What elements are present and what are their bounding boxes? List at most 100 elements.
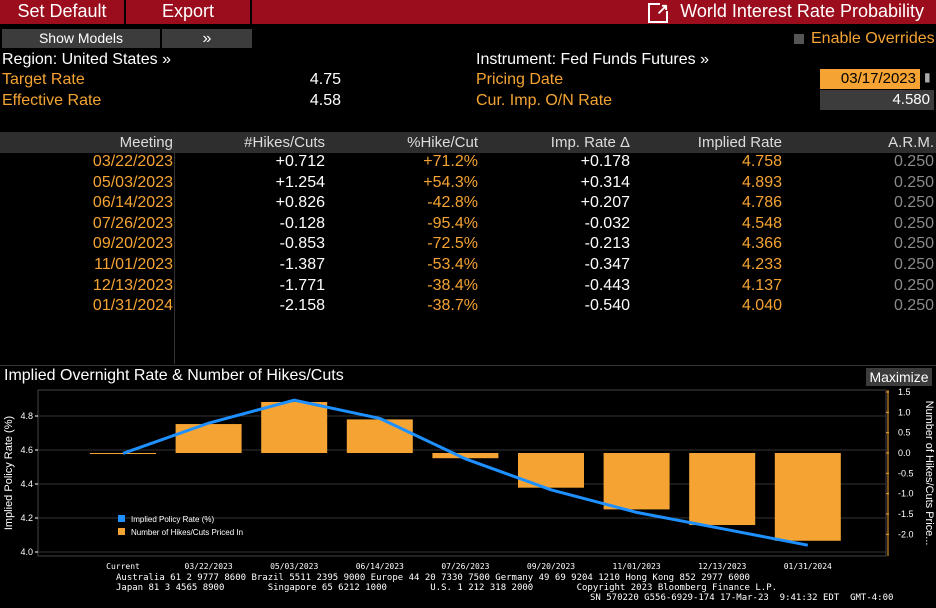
popout-icon[interactable] bbox=[648, 2, 670, 23]
x-tick-label: 03/22/2023 bbox=[185, 562, 233, 571]
col-arm[interactable]: A.R.M. bbox=[888, 134, 934, 151]
y2-tick-label: 0.5 bbox=[898, 428, 911, 438]
table-row[interactable]: 01/31/2024 -2.158 -38.7% -0.540 4.040 0.250 bbox=[0, 296, 936, 316]
cur-imp-rate-field[interactable]: 4.580 bbox=[820, 90, 934, 110]
maximize-button[interactable]: Maximize bbox=[866, 368, 932, 386]
table-cell: -2.158 bbox=[279, 297, 325, 315]
x-tick-label: 12/13/2023 bbox=[698, 562, 746, 571]
table-cell: -95.4% bbox=[427, 214, 478, 232]
bar bbox=[346, 419, 413, 453]
y2-tick-label: 1.0 bbox=[898, 407, 911, 417]
y2-tick-label: -2.0 bbox=[898, 529, 914, 539]
target-rate-value: 4.75 bbox=[309, 71, 341, 88]
table-cell: +54.3% bbox=[423, 173, 478, 191]
table-row[interactable]: 09/20/2023 -0.853 -72.5% -0.213 4.366 0.250 bbox=[0, 234, 936, 254]
date-picker-icon[interactable]: ▮ bbox=[924, 70, 931, 84]
y2-tick-label: -0.5 bbox=[898, 468, 914, 478]
table-cell: 05/03/2023 bbox=[92, 173, 173, 191]
y-tick-label: 4.8 bbox=[20, 411, 33, 421]
table-cell: -0.032 bbox=[584, 214, 630, 232]
table-cell: 12/13/2023 bbox=[92, 276, 173, 294]
show-models-expand-button[interactable]: » bbox=[162, 29, 252, 48]
y-tick-label: 4.2 bbox=[20, 513, 33, 523]
popout-arrow-icon: ↗ bbox=[656, 1, 669, 18]
table-cell: 0.250 bbox=[893, 235, 934, 253]
col-meeting[interactable]: Meeting bbox=[119, 134, 173, 151]
table-row[interactable]: 12/13/2023 -1.771 -38.4% -0.443 4.137 0.250 bbox=[0, 276, 936, 296]
bar bbox=[261, 402, 328, 453]
table-cell: +71.2% bbox=[423, 153, 478, 170]
window-title: ↗ World Interest Rate Probability bbox=[648, 0, 924, 24]
implied-rate-line bbox=[122, 398, 809, 547]
col-imp-rate-delta[interactable]: Imp. Rate Δ bbox=[550, 134, 630, 151]
show-models-button[interactable]: Show Models bbox=[2, 29, 160, 48]
legend-swatch-rate bbox=[118, 515, 125, 522]
table-cell: 0.250 bbox=[893, 256, 934, 273]
bar bbox=[90, 453, 156, 454]
table-cell: 01/31/2024 bbox=[92, 297, 173, 315]
cur-imp-rate-label: Cur. Imp. O/N Rate bbox=[476, 92, 613, 109]
table-cell: -42.8% bbox=[427, 194, 478, 212]
table-cell: -38.4% bbox=[427, 276, 478, 294]
x-tick-label: Current bbox=[106, 562, 140, 571]
y2-tick-label: -1.5 bbox=[898, 509, 914, 519]
table-cell: +1.254 bbox=[275, 173, 325, 191]
table-row[interactable]: 06/14/2023 +0.826 -42.8% +0.207 4.786 0.250 bbox=[0, 193, 936, 213]
x-tick-label: 05/03/2023 bbox=[270, 562, 318, 571]
table-cell: -1.771 bbox=[279, 276, 325, 294]
y-tick-label: 4.4 bbox=[20, 479, 33, 489]
table-cell: 4.233 bbox=[741, 256, 782, 273]
enable-overrides-label[interactable]: Enable Overrides bbox=[811, 30, 935, 47]
col-hikes-cuts[interactable]: #Hikes/Cuts bbox=[244, 134, 325, 151]
table-cell: 11/01/2023 bbox=[94, 256, 173, 273]
legend-label-hikes: Number of Hikes/Cuts Priced In bbox=[131, 528, 243, 537]
bar bbox=[774, 453, 841, 541]
export-button[interactable]: Export bbox=[126, 0, 252, 24]
pricing-date-field[interactable]: 03/17/2023 bbox=[820, 69, 920, 89]
y-tick-label: 4.0 bbox=[20, 547, 33, 557]
table-cell: -72.5% bbox=[427, 235, 478, 253]
table-cell: 0.250 bbox=[893, 276, 934, 294]
pricing-date-label: Pricing Date bbox=[476, 71, 564, 88]
bar bbox=[689, 453, 756, 526]
footer-contacts-1: Australia 61 2 9777 8600 Brazil 5511 239… bbox=[116, 573, 750, 583]
y2-axis-label: Number of Hikes/Cuts Price... bbox=[923, 401, 935, 546]
column-divider bbox=[174, 132, 175, 364]
table-cell: -0.128 bbox=[279, 214, 325, 232]
x-tick-label: 06/14/2023 bbox=[356, 562, 404, 571]
table-cell: 4.758 bbox=[741, 153, 782, 170]
y2-tick-label: 0.0 bbox=[898, 448, 911, 458]
table-cell: +0.314 bbox=[580, 173, 630, 191]
table-cell: 4.366 bbox=[741, 235, 782, 253]
chart-title: Implied Overnight Rate & Number of Hikes… bbox=[4, 367, 344, 384]
table-cell: 03/22/2023 bbox=[92, 153, 173, 170]
table-cell: -0.443 bbox=[584, 276, 630, 294]
table-cell: 0.250 bbox=[893, 153, 934, 170]
table-header: Meeting #Hikes/Cuts %Hike/Cut Imp. Rate … bbox=[0, 132, 936, 153]
y-axis-label: Implied Policy Rate (%) bbox=[3, 416, 15, 530]
table-row[interactable]: 05/03/2023 +1.254 +54.3% +0.314 4.893 0.250 bbox=[0, 173, 936, 193]
table-cell: -0.540 bbox=[584, 297, 630, 315]
legend-swatch-hikes bbox=[118, 528, 125, 535]
rate-chart: 4.0 4.2 4.4 4.6 4.8 1.5 1.0 0.5 0.0 -0.5 -1.0 -1.5 -… bbox=[3, 387, 935, 571]
table-cell: 4.786 bbox=[741, 194, 782, 212]
instrument-selector[interactable]: Instrument: Fed Funds Futures » bbox=[476, 51, 709, 68]
col-pct-hike-cut[interactable]: %Hike/Cut bbox=[407, 134, 478, 151]
table-cell: 0.250 bbox=[893, 214, 934, 232]
region-selector[interactable]: Region: United States » bbox=[2, 51, 171, 68]
x-tick-label: 07/26/2023 bbox=[441, 562, 489, 571]
table-row[interactable]: 11/01/2023 -1.387 -53.4% -0.347 4.233 0.250 bbox=[0, 255, 936, 275]
bar bbox=[175, 424, 242, 453]
table-cell: 06/14/2023 bbox=[92, 194, 173, 212]
x-tick-label: 09/20/2023 bbox=[527, 562, 575, 571]
y2-tick-label: -1.0 bbox=[898, 489, 914, 499]
table-cell: -53.4% bbox=[427, 256, 478, 273]
table-cell: 4.137 bbox=[741, 276, 782, 294]
col-implied-rate[interactable]: Implied Rate bbox=[697, 134, 782, 151]
table-row[interactable]: 03/22/2023 +0.712 +71.2% +0.178 4.758 0.250 bbox=[0, 152, 936, 172]
window-title-text: World Interest Rate Probability bbox=[680, 1, 924, 21]
set-default-button[interactable]: Set Default bbox=[0, 0, 126, 24]
table-row[interactable]: 07/26/2023 -0.128 -95.4% -0.032 4.548 0.250 bbox=[0, 214, 936, 234]
enable-overrides-checkbox[interactable] bbox=[794, 34, 804, 44]
effective-rate-label: Effective Rate bbox=[2, 92, 102, 109]
